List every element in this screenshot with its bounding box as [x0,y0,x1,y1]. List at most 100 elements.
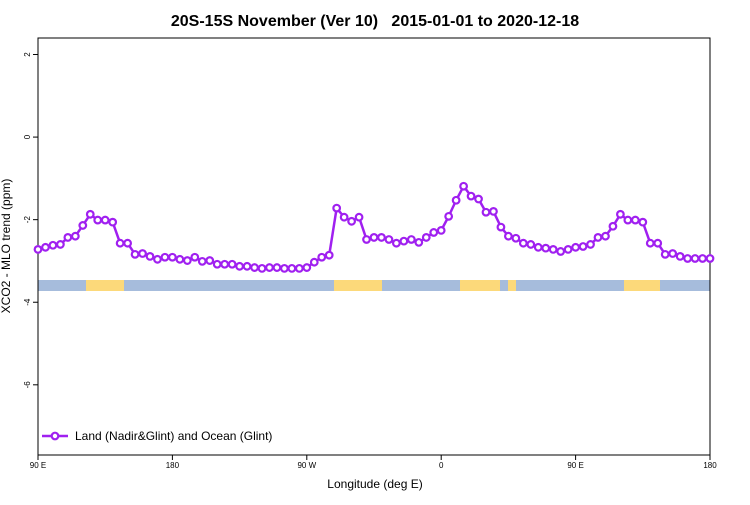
point [421,233,431,242]
point [33,244,43,254]
point [85,209,95,219]
point [369,233,379,242]
point [48,240,58,250]
point [668,249,678,258]
x-tick-label: 90 E [30,461,46,470]
point [123,238,132,248]
point [436,225,446,235]
point [481,207,491,217]
point [392,238,401,248]
point [272,263,282,272]
x-tick-label: 180 [703,461,717,470]
point [100,215,110,225]
x-axis-label: Longitude (deg E) [327,477,422,491]
point [56,240,65,249]
point [302,263,312,272]
point [265,263,274,272]
point [616,209,625,219]
point [548,244,558,254]
point [608,221,618,231]
land-band [334,280,382,291]
point [601,231,610,241]
point [153,254,162,264]
point [533,242,543,252]
point [474,194,483,204]
point [78,221,88,230]
point [489,207,498,216]
point [660,249,670,259]
plot-frame [37,37,711,456]
point [690,254,700,263]
land-band [86,280,124,291]
point [294,263,304,273]
legend-marker [50,431,60,441]
point [511,233,521,243]
point [645,238,655,248]
point [115,238,125,248]
point [309,257,319,267]
point [459,181,469,191]
point [556,247,566,256]
x-tick-label: 90 E [567,461,583,470]
point [287,263,297,273]
point [444,211,454,221]
point [623,215,633,225]
y-tick-label: -2 [23,216,32,224]
point [339,212,349,222]
point [526,240,536,249]
point [414,237,424,247]
point [160,252,170,262]
point [108,217,118,227]
point [317,252,327,262]
point [235,261,245,271]
x-tick-label: 180 [166,461,180,470]
point [496,222,506,232]
point [630,215,640,225]
surface-band [38,280,710,291]
point [429,228,439,237]
point [571,242,580,252]
point [451,195,461,205]
point [242,261,252,271]
point [675,252,685,261]
point [518,238,528,248]
point [705,254,715,263]
point [130,249,140,259]
point [250,263,259,272]
point [138,249,147,258]
legend-label: Land (Nadir&Glint) and Ocean (Glint) [75,429,272,443]
y-tick-label: 2 [23,52,32,57]
point [347,216,357,226]
point [182,256,192,265]
y-tick-label: 0 [23,134,32,139]
point [257,263,267,273]
point [541,243,551,253]
point [167,252,177,262]
land-band [460,280,500,291]
point [653,238,663,248]
point [593,233,603,242]
point [70,231,80,241]
point [504,231,513,241]
point [563,244,573,254]
point [377,233,386,242]
point [406,235,416,244]
point [227,259,237,269]
point [63,233,73,242]
point [586,240,595,249]
x-tick-label: 0 [439,461,444,470]
point [362,235,371,244]
point [399,236,409,246]
point [93,215,103,225]
land-band [624,280,660,291]
point [190,252,200,262]
point [466,191,476,201]
point [280,263,289,273]
x-tick-label: 90 W [297,461,316,470]
point [683,254,692,263]
point [638,217,648,227]
point [578,242,588,251]
point [324,250,334,260]
y-axis-label: XCO2 - MLO trend (ppm) [0,179,13,314]
